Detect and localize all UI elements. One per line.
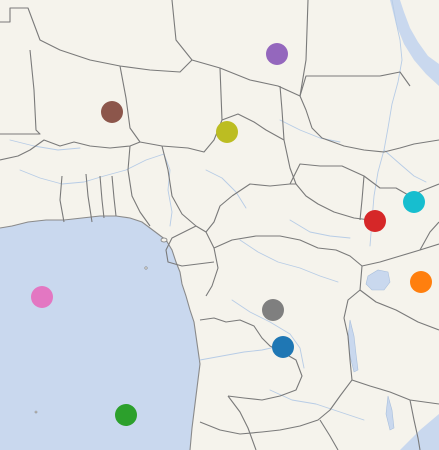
marker-purple[interactable] (266, 43, 288, 65)
marker-brown[interactable] (101, 101, 123, 123)
marker-pink[interactable] (31, 286, 53, 308)
marker-cyan[interactable] (403, 191, 425, 213)
island-small (34, 410, 38, 414)
marker-olive[interactable] (216, 121, 238, 143)
markers (31, 43, 432, 426)
island-bioko (160, 237, 168, 243)
rivers (9, 0, 427, 421)
marker-gray[interactable] (262, 299, 284, 321)
atlantic-ocean (0, 216, 200, 450)
lake-victoria (365, 269, 391, 291)
marker-orange[interactable] (410, 271, 432, 293)
red-sea (390, 0, 439, 86)
marker-green[interactable] (115, 404, 137, 426)
marker-red[interactable] (364, 210, 386, 232)
island-principe (144, 266, 148, 270)
marker-blue[interactable] (272, 336, 294, 358)
west-coastline (0, 215, 201, 450)
indian-ocean (400, 414, 439, 450)
lake-malawi (385, 395, 395, 431)
